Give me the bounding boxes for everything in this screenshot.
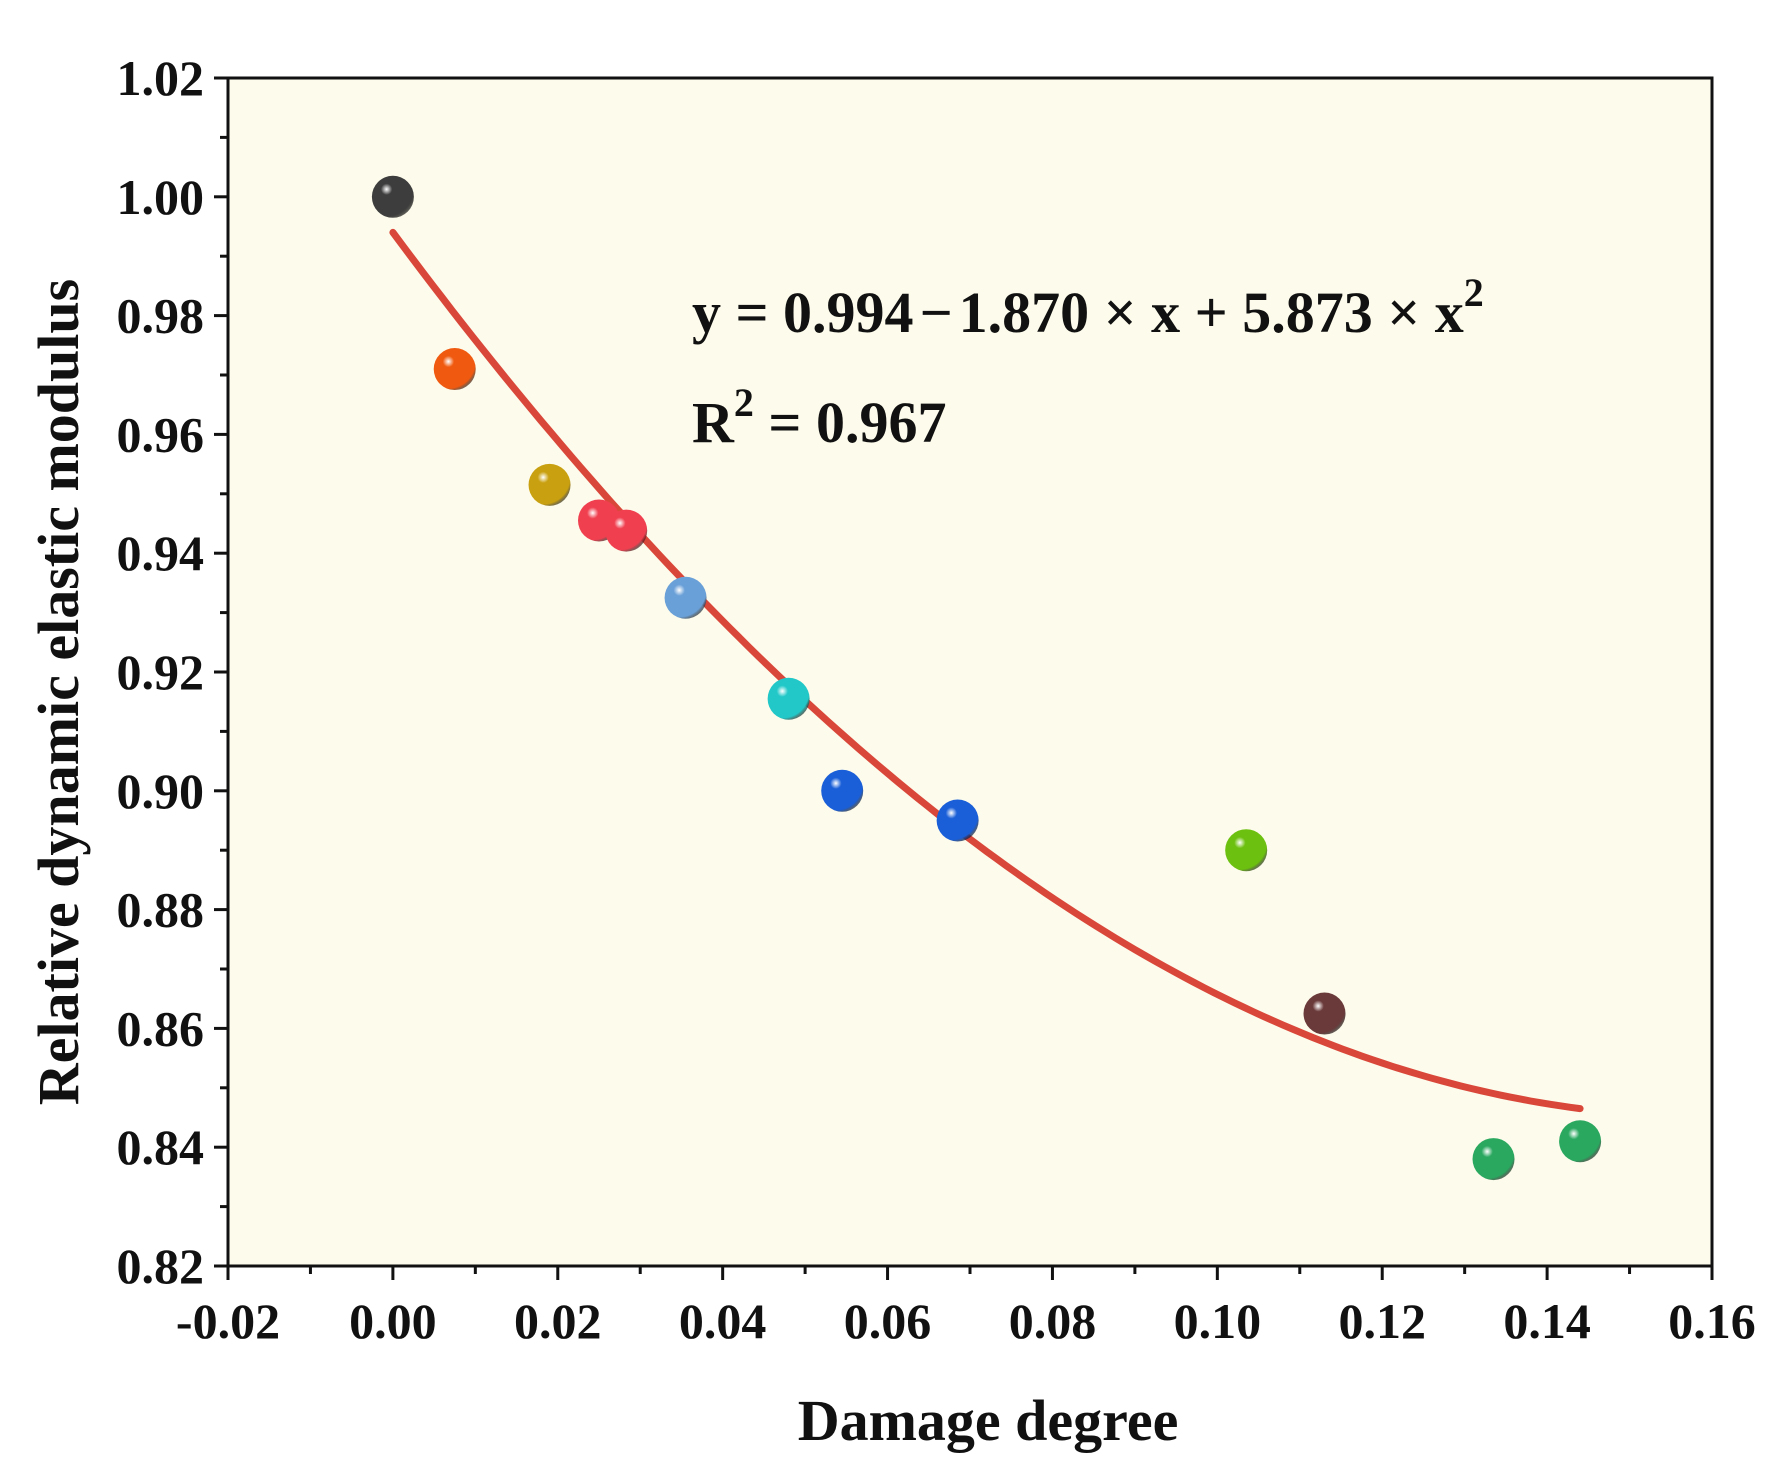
x-tick-label-6: 0.08 [1009,1293,1097,1349]
y-tick-label-5: 0.90 [117,763,205,819]
y-tick-label-2: 0.84 [117,1119,205,1175]
y-tick-label-6: 0.92 [117,644,205,700]
y-tick-label-4: 0.88 [117,882,205,938]
fit-equation-part-1: y = 0.994 [692,280,914,345]
r-squared-value: = 0.967 [754,390,947,455]
data-point-13 [1559,1120,1601,1162]
y-tick-label-11: 1.02 [117,50,205,106]
x-tick-label-7: 0.10 [1174,1293,1262,1349]
r-squared-superscript: 2 [734,380,754,425]
y-tick-label-10: 1.00 [117,169,205,225]
data-point-9 [937,800,979,842]
y-tick-label-9: 0.98 [117,288,205,344]
x-tick-label-9: 0.14 [1503,1293,1591,1349]
r-squared-label: R2 = 0.967 [692,380,946,455]
fit-equation-superscript: 2 [1464,270,1484,315]
data-point-12 [1473,1138,1515,1180]
r-squared-r: R [692,390,735,455]
data-point-10 [1225,829,1267,871]
data-point-2 [434,348,476,390]
data-point-1 [372,176,414,218]
data-point-6 [665,577,707,619]
x-tick-label-3: 0.02 [514,1293,602,1349]
y-tick-label-1: 0.82 [117,1238,205,1294]
x-tick-label-8: 0.12 [1338,1293,1426,1349]
data-point-3 [529,464,571,506]
data-point-8 [821,770,863,812]
y-tick-label-7: 0.94 [117,525,205,581]
data-point-5 [605,510,647,552]
x-tick-label-4: 0.04 [679,1293,767,1349]
y-tick-label-8: 0.96 [117,406,205,462]
y-axis-title: Relative dynamic elastic modulus [26,279,91,1105]
data-point-7 [768,678,810,720]
x-tick-label-2: 0.00 [349,1293,437,1349]
data-point-11 [1304,993,1346,1035]
x-tick-label-5: 0.06 [844,1293,932,1349]
y-tick-label-3: 0.86 [117,1000,205,1056]
x-tick-label-10: 0.16 [1668,1293,1756,1349]
fit-equation-part-2: 1.870 × x + 5.873 × x [959,280,1464,345]
x-tick-label-1: -0.02 [176,1293,280,1349]
fit-equation-minus: − [920,280,953,345]
fit-equation: y = 0.994−1.870 × x + 5.873 × x2 [692,270,1484,345]
plot-area-background [228,78,1712,1266]
chart-container: -0.02 0.00 0.02 0.04 0.06 0.08 0.10 0.12 0.14 0.1… [0,0,1786,1474]
x-axis-title: Damage degree [798,1388,1179,1453]
scatter-plot: -0.02 0.00 0.02 0.04 0.06 0.08 0.10 0.12 0.14 0.1… [0,0,1786,1474]
